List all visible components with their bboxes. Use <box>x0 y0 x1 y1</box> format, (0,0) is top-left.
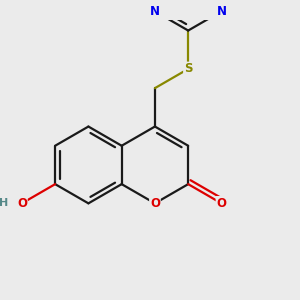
Text: N: N <box>216 5 226 18</box>
Text: N: N <box>150 5 160 18</box>
Text: O: O <box>216 197 226 210</box>
Text: H: H <box>0 198 8 208</box>
Text: S: S <box>184 62 192 75</box>
Text: O: O <box>17 197 27 210</box>
Text: O: O <box>150 197 160 210</box>
